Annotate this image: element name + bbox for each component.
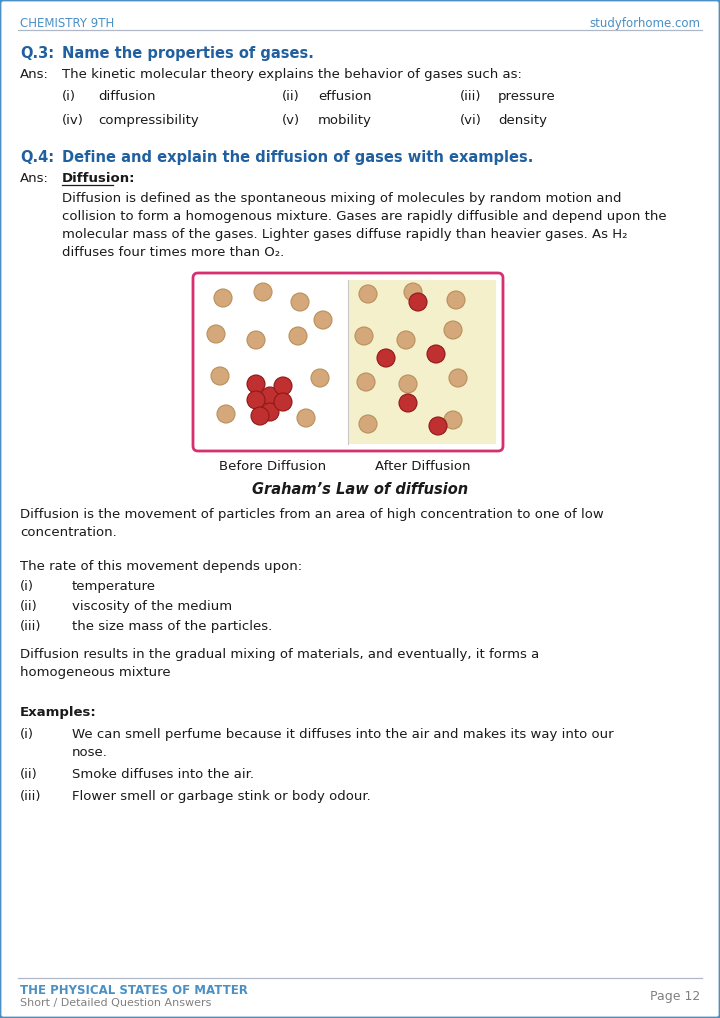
Circle shape [207,325,225,343]
Circle shape [254,283,272,301]
Circle shape [217,405,235,423]
Circle shape [251,407,269,425]
Text: Ans:: Ans: [20,172,49,185]
Text: Before Diffusion: Before Diffusion [220,460,327,473]
Text: density: density [498,114,547,127]
Text: After Diffusion: After Diffusion [375,460,471,473]
Circle shape [449,369,467,387]
Text: Define and explain the diffusion of gases with examples.: Define and explain the diffusion of gase… [62,150,534,165]
Circle shape [359,285,377,303]
Text: temperature: temperature [72,580,156,593]
Circle shape [274,393,292,411]
Circle shape [377,349,395,367]
Text: effusion: effusion [318,90,372,103]
Circle shape [447,291,465,309]
Circle shape [314,312,332,329]
Circle shape [359,415,377,433]
Text: diffuses four times more than O₂.: diffuses four times more than O₂. [62,246,284,259]
Circle shape [444,411,462,429]
Text: viscosity of the medium: viscosity of the medium [72,600,232,613]
Circle shape [289,327,307,345]
Circle shape [297,409,315,427]
Text: (v): (v) [282,114,300,127]
Circle shape [399,375,417,393]
Text: Q.4:: Q.4: [20,150,54,165]
Text: (vi): (vi) [460,114,482,127]
Text: Short / Detailed Question Answers: Short / Detailed Question Answers [20,998,212,1008]
Text: (iii): (iii) [20,790,42,803]
Text: (i): (i) [20,580,34,593]
Text: We can smell perfume because it diffuses into the air and makes its way into our: We can smell perfume because it diffuses… [72,728,613,741]
Text: nose.: nose. [72,746,108,759]
Circle shape [429,417,447,435]
Text: molecular mass of the gases. Lighter gases diffuse rapidly than heavier gases. A: molecular mass of the gases. Lighter gas… [62,228,628,241]
Text: The rate of this movement depends upon:: The rate of this movement depends upon: [20,560,302,573]
Circle shape [274,377,292,395]
Text: homogeneous mixture: homogeneous mixture [20,666,171,679]
Text: (ii): (ii) [282,90,300,103]
Text: (i): (i) [20,728,34,741]
Text: (iii): (iii) [20,620,42,633]
Text: collision to form a homogenous mixture. Gases are rapidly diffusible and depend : collision to form a homogenous mixture. … [62,210,667,223]
Text: Page 12: Page 12 [649,989,700,1003]
Text: THE PHYSICAL STATES OF MATTER: THE PHYSICAL STATES OF MATTER [20,984,248,997]
Circle shape [261,403,279,421]
Circle shape [399,394,417,412]
Text: (iii): (iii) [460,90,482,103]
Text: Diffusion is defined as the spontaneous mixing of molecules by random motion and: Diffusion is defined as the spontaneous … [62,192,621,205]
Text: Examples:: Examples: [20,706,96,719]
Bar [200,280,348,444]
Circle shape [444,321,462,339]
Circle shape [211,367,229,385]
Circle shape [247,391,265,409]
Text: Diffusion:: Diffusion: [62,172,135,185]
Text: studyforhome.com: studyforhome.com [589,17,700,30]
Circle shape [397,331,415,349]
Text: (ii): (ii) [20,768,37,781]
Text: (i): (i) [62,90,76,103]
Text: Smoke diffuses into the air.: Smoke diffuses into the air. [72,768,254,781]
Text: diffusion: diffusion [98,90,156,103]
Circle shape [409,293,427,312]
Text: Diffusion results in the gradual mixing of materials, and eventually, it forms a: Diffusion results in the gradual mixing … [20,648,539,661]
Circle shape [427,345,445,363]
Text: compressibility: compressibility [98,114,199,127]
Circle shape [311,369,329,387]
Text: the size mass of the particles.: the size mass of the particles. [72,620,272,633]
Text: concentration.: concentration. [20,526,117,539]
Text: mobility: mobility [318,114,372,127]
Circle shape [247,375,265,393]
Text: Graham’s Law of diffusion: Graham’s Law of diffusion [252,482,468,497]
Text: Ans:: Ans: [20,68,49,81]
FancyBboxPatch shape [348,280,496,444]
Circle shape [404,283,422,301]
Text: (ii): (ii) [20,600,37,613]
Text: Diffusion is the movement of particles from an area of high concentration to one: Diffusion is the movement of particles f… [20,508,604,521]
Text: (iv): (iv) [62,114,84,127]
Circle shape [247,331,265,349]
Text: pressure: pressure [498,90,556,103]
Circle shape [214,289,232,307]
Text: The kinetic molecular theory explains the behavior of gases such as:: The kinetic molecular theory explains th… [62,68,522,81]
Circle shape [291,293,309,312]
Text: Name the properties of gases.: Name the properties of gases. [62,46,314,61]
Text: Flower smell or garbage stink or body odour.: Flower smell or garbage stink or body od… [72,790,371,803]
Circle shape [261,387,279,405]
Text: CHEMISTRY 9TH: CHEMISTRY 9TH [20,17,114,30]
Circle shape [355,327,373,345]
Circle shape [357,373,375,391]
Text: Q.3:: Q.3: [20,46,54,61]
